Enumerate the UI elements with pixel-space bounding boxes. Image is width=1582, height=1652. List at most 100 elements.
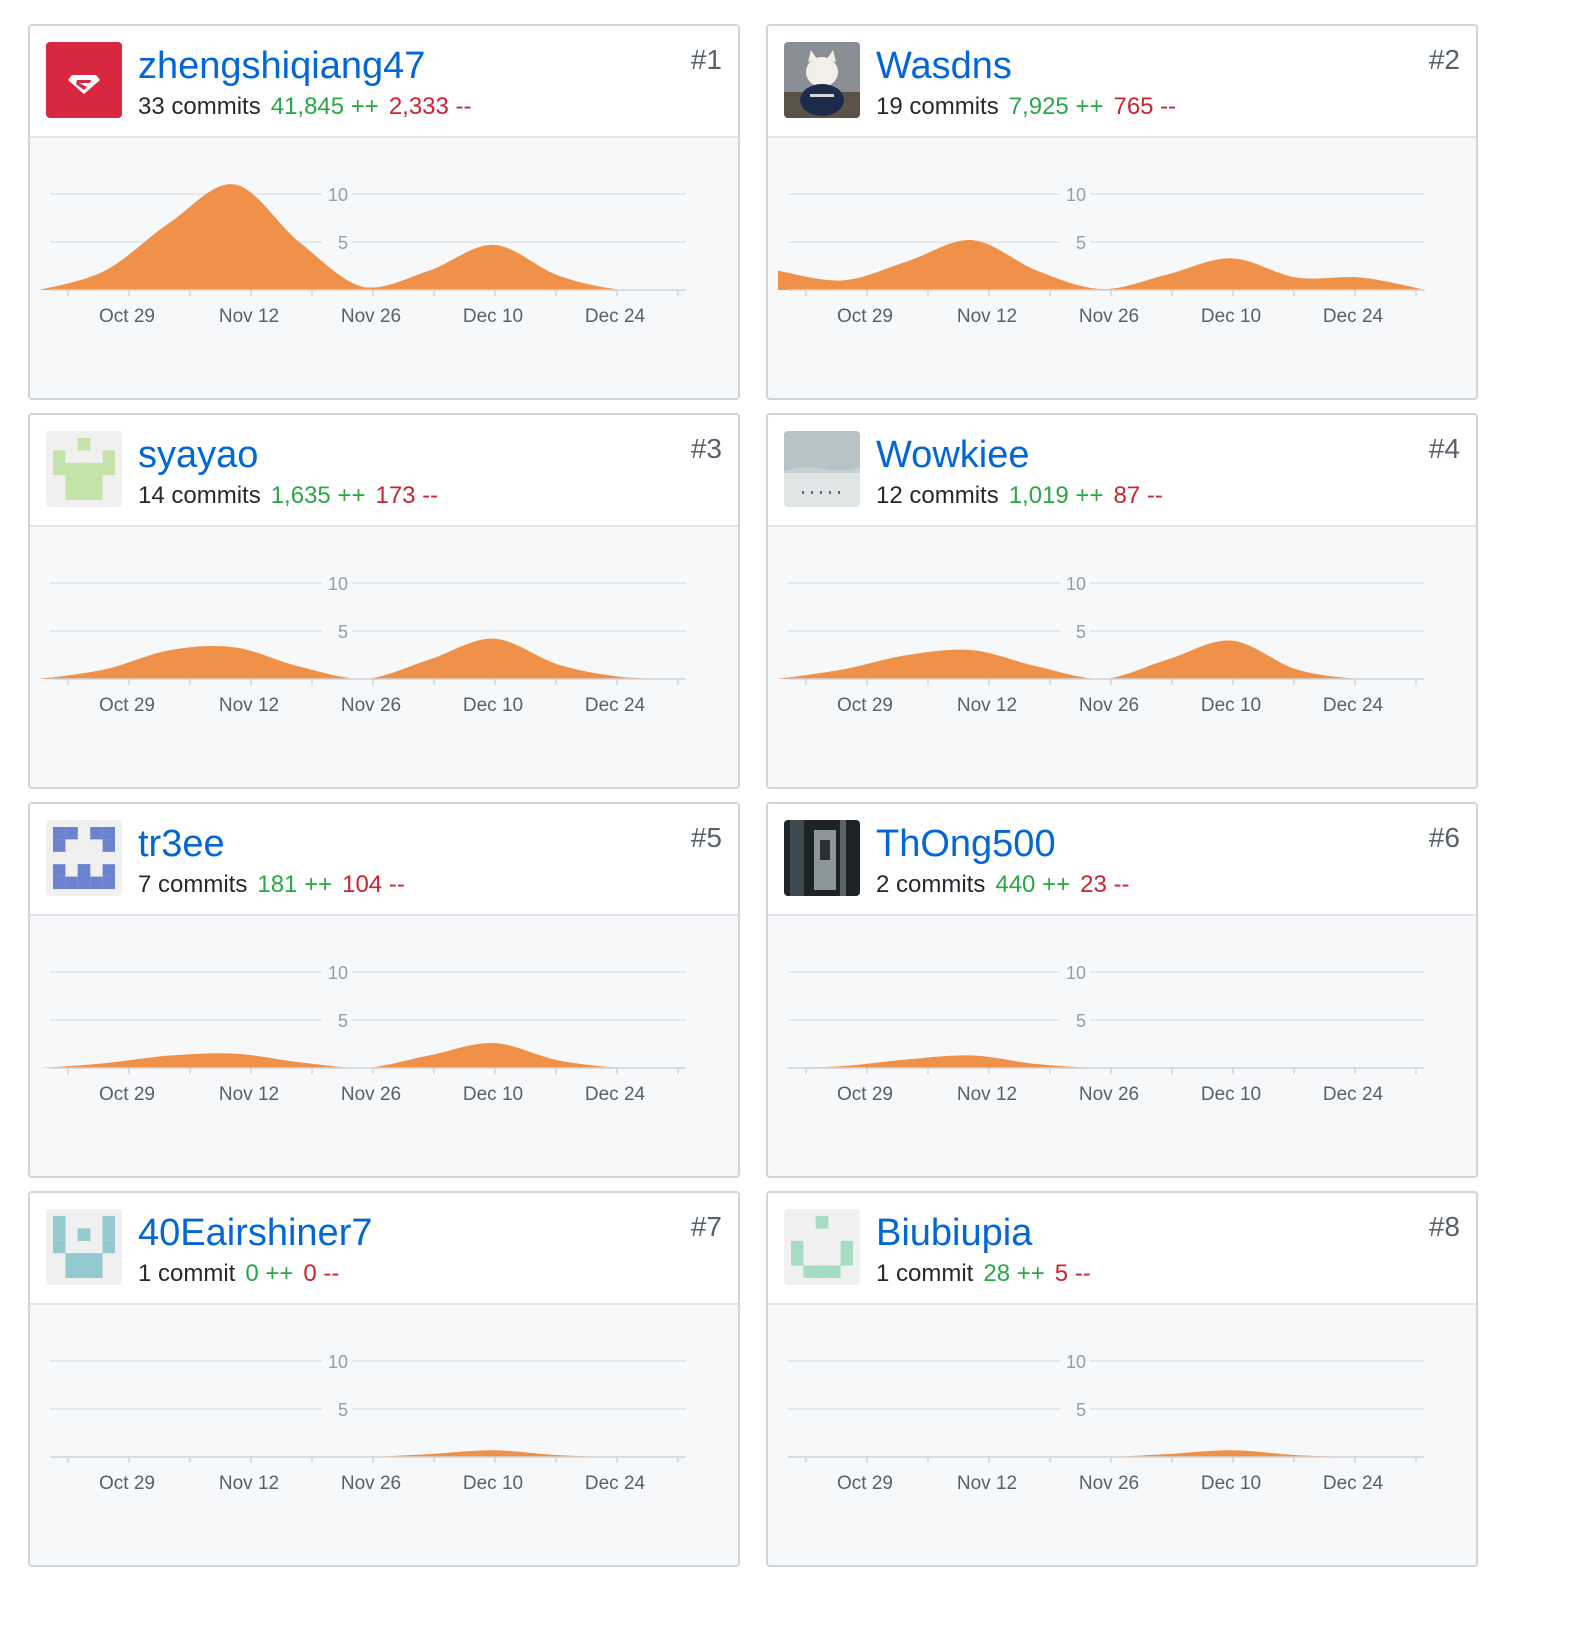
deletions-count: 173 -- [375,482,439,509]
commit-activity-chart: 5 10 Oct 29 Nov 12 Nov 26 Dec 10 Dec 24 [30,527,738,787]
contributor-stats: 19 commits 7,925 ++ 765 -- [876,92,1176,122]
x-tick-label: Nov 12 [957,1473,1017,1494]
x-tick-label: Dec 24 [585,306,646,327]
x-tick-label: Oct 29 [99,1084,155,1105]
x-tick-label: Dec 10 [463,1473,523,1494]
x-tick-label: Dec 10 [1201,1084,1261,1105]
y-tick-label: 10 [328,574,348,594]
x-tick-label: Nov 26 [341,1473,401,1494]
x-tick-label: Dec 24 [1323,1084,1384,1105]
contributor-stats: 1 commit 28 ++ 5 -- [876,1259,1091,1289]
username-link[interactable]: Wasdns [876,45,1012,87]
additions-count: 28 ++ [983,1260,1045,1287]
deletions-count: 87 -- [1113,482,1163,509]
x-tick-label: Dec 10 [463,306,523,327]
x-tick-label: Dec 10 [463,1084,523,1105]
username-link[interactable]: zhengshiqiang47 [138,45,426,87]
commit-count[interactable]: 12 commits [876,482,999,509]
commit-area-series [778,1450,1426,1457]
x-tick-label: Nov 26 [1079,1473,1139,1494]
deletions-count: 765 -- [1113,93,1177,120]
commit-count[interactable]: 19 commits [876,93,999,120]
x-tick-label: Dec 10 [463,695,523,716]
username-link[interactable]: Biubiupia [876,1212,1033,1254]
deletions-count: 23 -- [1080,871,1130,898]
avatar[interactable] [784,42,860,118]
x-tick-label: Dec 24 [585,1084,646,1105]
x-tick-label: Nov 12 [219,306,279,327]
commit-count[interactable]: 33 commits [138,93,261,120]
x-tick-label: Dec 10 [1201,1473,1261,1494]
username-link[interactable]: tr3ee [138,823,225,865]
commit-count[interactable]: 14 commits [138,482,261,509]
commit-area-series [778,1055,1426,1068]
commit-activity-chart: 5 10 Oct 29 Nov 12 Nov 26 Dec 10 Dec 24 [30,1305,738,1565]
commit-activity-chart: 5 10 Oct 29 Nov 12 Nov 26 Dec 10 Dec 24 [768,138,1476,398]
green-identicon-avatar [46,431,122,507]
avatar[interactable] [46,820,122,896]
superman-logo-avatar [46,42,122,118]
avatar[interactable] [784,431,860,507]
y-tick-label: 5 [338,622,348,642]
y-tick-label: 5 [1076,622,1086,642]
x-tick-label: Nov 12 [957,695,1017,716]
rank-label: #3 [690,433,722,464]
contributor-card: Wowkiee 12 commits 1,019 ++ 87 -- #4 5 10 Oct 2… [766,413,1478,789]
card-header: Wasdns 19 commits 7,925 ++ 765 -- #2 [768,26,1476,138]
x-tick-label: Oct 29 [837,1473,893,1494]
commit-activity-chart: 5 10 Oct 29 Nov 12 Nov 26 Dec 10 Dec 24 [768,916,1476,1176]
x-tick-label: Oct 29 [837,306,893,327]
x-tick-label: Oct 29 [99,695,155,716]
contributor-card: Wasdns 19 commits 7,925 ++ 765 -- #2 5 10 Oct 2… [766,24,1478,400]
x-tick-label: Dec 10 [1201,306,1261,327]
x-tick-label: Nov 12 [957,1084,1017,1105]
contributor-card: syayao 14 commits 1,635 ++ 173 -- #3 5 10 Oct 2… [28,413,740,789]
card-header: Biubiupia 1 commit 28 ++ 5 -- #8 [768,1193,1476,1305]
y-tick-label: 10 [1066,963,1086,983]
commit-activity-chart: 5 10 Oct 29 Nov 12 Nov 26 Dec 10 Dec 24 [30,138,738,398]
commit-count[interactable]: 2 commits [876,871,986,898]
contributor-stats: 1 commit 0 ++ 0 -- [138,1259,339,1289]
username-link[interactable]: Wowkiee [876,434,1030,476]
x-tick-label: Dec 24 [1323,695,1384,716]
x-tick-label: Dec 24 [585,695,646,716]
avatar[interactable] [46,1209,122,1285]
commit-area-series [40,1042,688,1068]
x-tick-label: Nov 26 [1079,695,1139,716]
x-tick-label: Nov 26 [1079,1084,1139,1105]
x-tick-label: Nov 12 [219,1084,279,1105]
contributor-card: zhengshiqiang47 33 commits 41,845 ++ 2,333 … [28,24,740,400]
y-tick-label: 5 [338,1011,348,1031]
card-header: tr3ee 7 commits 181 ++ 104 -- #5 [30,804,738,916]
avatar[interactable] [46,431,122,507]
contributor-stats: 33 commits 41,845 ++ 2,333 -- [138,92,472,122]
username-link[interactable]: 40Eairshiner7 [138,1212,373,1254]
x-tick-label: Oct 29 [99,306,155,327]
commit-count[interactable]: 1 commit [138,1260,236,1287]
contributor-stats: 7 commits 181 ++ 104 -- [138,870,405,900]
avatar[interactable] [784,1209,860,1285]
additions-count: 1,019 ++ [1008,482,1104,509]
x-tick-label: Dec 24 [1323,1473,1384,1494]
contributor-stats: 2 commits 440 ++ 23 -- [876,870,1129,900]
avatar[interactable] [46,42,122,118]
commit-count[interactable]: 7 commits [138,871,248,898]
username-link[interactable]: syayao [138,434,259,476]
rank-label: #5 [690,822,722,853]
x-tick-label: Nov 26 [341,695,401,716]
rank-label: #6 [1428,822,1460,853]
avatar[interactable] [784,820,860,896]
deletions-count: 2,333 -- [388,93,472,120]
rank-label: #7 [690,1211,722,1242]
card-header: 40Eairshiner7 1 commit 0 ++ 0 -- #7 [30,1193,738,1305]
y-tick-label: 10 [328,963,348,983]
x-tick-label: Nov 12 [219,1473,279,1494]
x-tick-label: Nov 12 [957,306,1017,327]
commit-count[interactable]: 1 commit [876,1260,974,1287]
commit-area-series [40,184,688,290]
y-tick-label: 10 [1066,185,1086,205]
x-tick-label: Dec 10 [1201,695,1261,716]
deletions-count: 5 -- [1054,1260,1091,1287]
commit-area-series [778,640,1426,679]
username-link[interactable]: ThOng500 [876,823,1056,865]
